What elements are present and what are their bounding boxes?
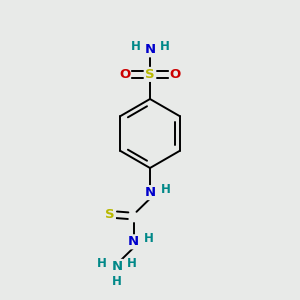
Text: N: N <box>144 186 156 199</box>
Text: N: N <box>144 43 156 56</box>
Text: H: H <box>160 40 169 53</box>
Text: O: O <box>119 68 130 81</box>
Text: O: O <box>170 68 181 81</box>
Text: S: S <box>145 68 155 81</box>
Text: H: H <box>144 232 154 245</box>
Text: H: H <box>112 275 122 288</box>
Text: N: N <box>128 235 139 248</box>
Text: H: H <box>131 40 140 53</box>
Text: H: H <box>127 257 137 270</box>
Text: N: N <box>111 260 123 273</box>
Text: H: H <box>161 183 170 196</box>
Text: H: H <box>97 257 107 270</box>
Text: S: S <box>105 208 115 221</box>
